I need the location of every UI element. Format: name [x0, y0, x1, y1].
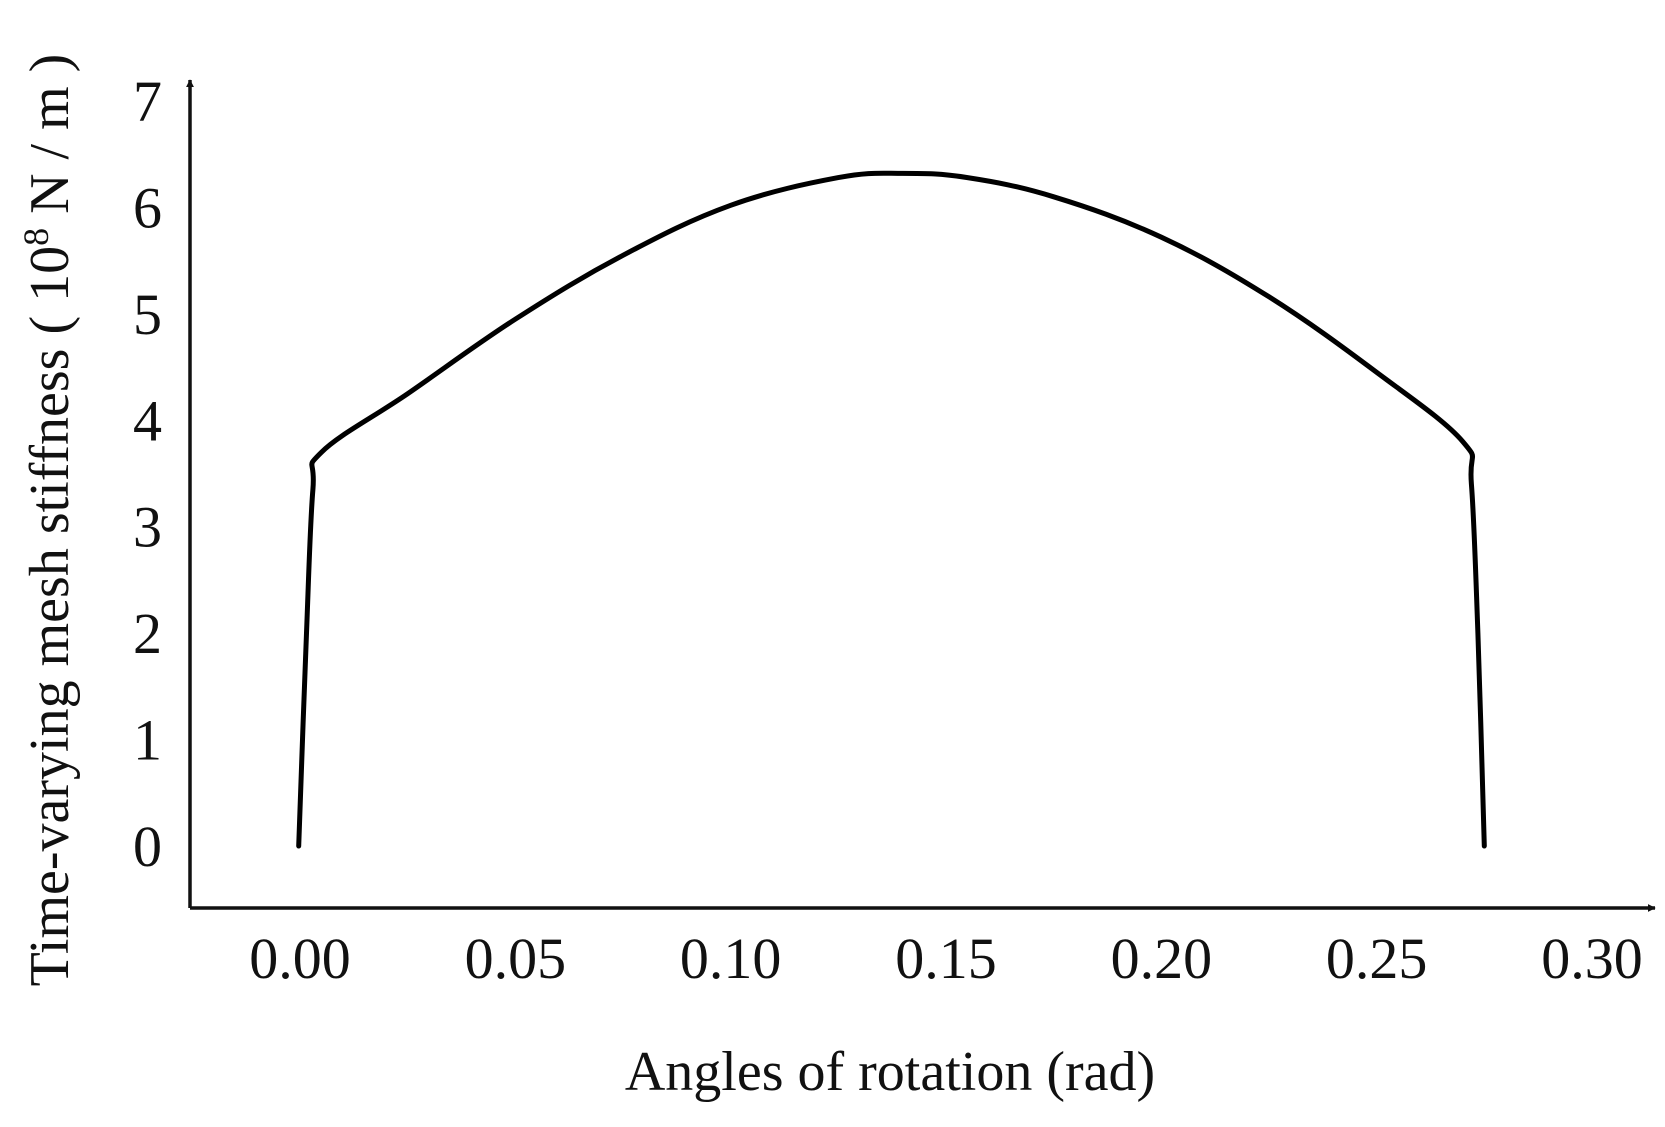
y-axis-title: Time-varying mesh stiffness ( 108 N / m … [16, 54, 81, 987]
x-tick-label: 0.25 [1326, 926, 1428, 991]
x-tick-label: 0.05 [465, 926, 567, 991]
y-tick-label: 5 [133, 282, 162, 347]
y-tick-label: 6 [133, 175, 162, 240]
x-tick-label: 0.15 [895, 926, 997, 991]
x-tick-label: 0.00 [249, 926, 351, 991]
axes [186, 79, 1656, 912]
x-axis-title: Angles of rotation (rad) [625, 1041, 1155, 1103]
stiffness-series-line [296, 170, 1487, 849]
y-tick-label: 1 [133, 708, 162, 773]
y-axis-title-suffix: N / m ) [19, 54, 81, 228]
x-tick-label: 0.20 [1111, 926, 1213, 991]
series-layer [296, 170, 1487, 849]
y-tick-label: 3 [133, 495, 162, 560]
x-tick-label: 0.10 [680, 926, 782, 991]
y-axis-title-prefix: Time-varying mesh stiffness ( 10 [19, 246, 81, 986]
y-axis-title-superscript: 8 [16, 228, 56, 246]
y-tick-label: 0 [133, 814, 162, 879]
y-tick-label: 2 [133, 601, 162, 666]
x-tick-label: 0.30 [1541, 926, 1643, 991]
tick-labels: 0.00 0.05 0.10 0.15 0.20 0.25 0.30 0 1 2 3 4 5 6 7 [133, 69, 1643, 991]
y-tick-label: 4 [133, 388, 162, 453]
y-tick-label: 7 [133, 69, 162, 134]
